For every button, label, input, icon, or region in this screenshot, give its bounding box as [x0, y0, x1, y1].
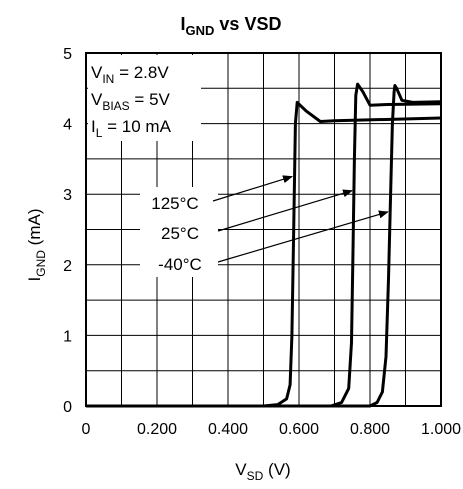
- x-tick-label: 1.000: [421, 421, 461, 438]
- condition-0: VIN = 2.8V: [91, 63, 169, 86]
- y-axis-label: IGND (mA): [25, 209, 48, 282]
- x-tick-label: 0.400: [208, 421, 248, 438]
- y-tick-label: 3: [63, 187, 72, 204]
- annotation-arrow-0: [212, 175, 293, 202]
- x-axis-label: VSD (V): [235, 460, 290, 483]
- x-tick-label: 0.800: [350, 421, 390, 438]
- annotation-label-1: 25°C: [161, 224, 199, 243]
- y-tick-label: 5: [63, 46, 72, 63]
- condition-1: VBIAS = 5V: [91, 90, 171, 113]
- y-tick-label: 4: [63, 117, 72, 134]
- y-tick-labels: 0 1 2 3 4 5: [63, 46, 72, 416]
- annotations-group: 125°C 25°C -40°C: [151, 175, 389, 274]
- annotation-label-0: 125°C: [151, 194, 198, 213]
- annotation-box: [140, 187, 218, 277]
- series-line-2: [86, 84, 442, 408]
- y-tick-label: 2: [63, 258, 72, 275]
- conditions-text: VIN = 2.8V VBIAS = 5V IL = 10 mA: [91, 63, 172, 140]
- series-line-1: [86, 82, 442, 408]
- y-tick-label: 0: [63, 399, 72, 416]
- chart-title: IGND vs VSD: [181, 14, 282, 38]
- annotation-label-2: -40°C: [158, 255, 202, 274]
- x-tick-label: 0: [82, 421, 91, 438]
- condition-2: IL = 10 mA: [91, 117, 172, 140]
- conditions-box: [88, 55, 201, 141]
- x-tick-labels: 0 0.200 0.400 0.600 0.800 1.000: [82, 421, 462, 438]
- annotation-arrow-2: [217, 210, 389, 263]
- x-tick-label: 0.600: [279, 421, 319, 438]
- x-tick-label: 0.200: [137, 421, 177, 438]
- annotation-arrow-1: [217, 189, 353, 232]
- series-group: [86, 82, 442, 408]
- y-tick-label: 1: [63, 328, 72, 345]
